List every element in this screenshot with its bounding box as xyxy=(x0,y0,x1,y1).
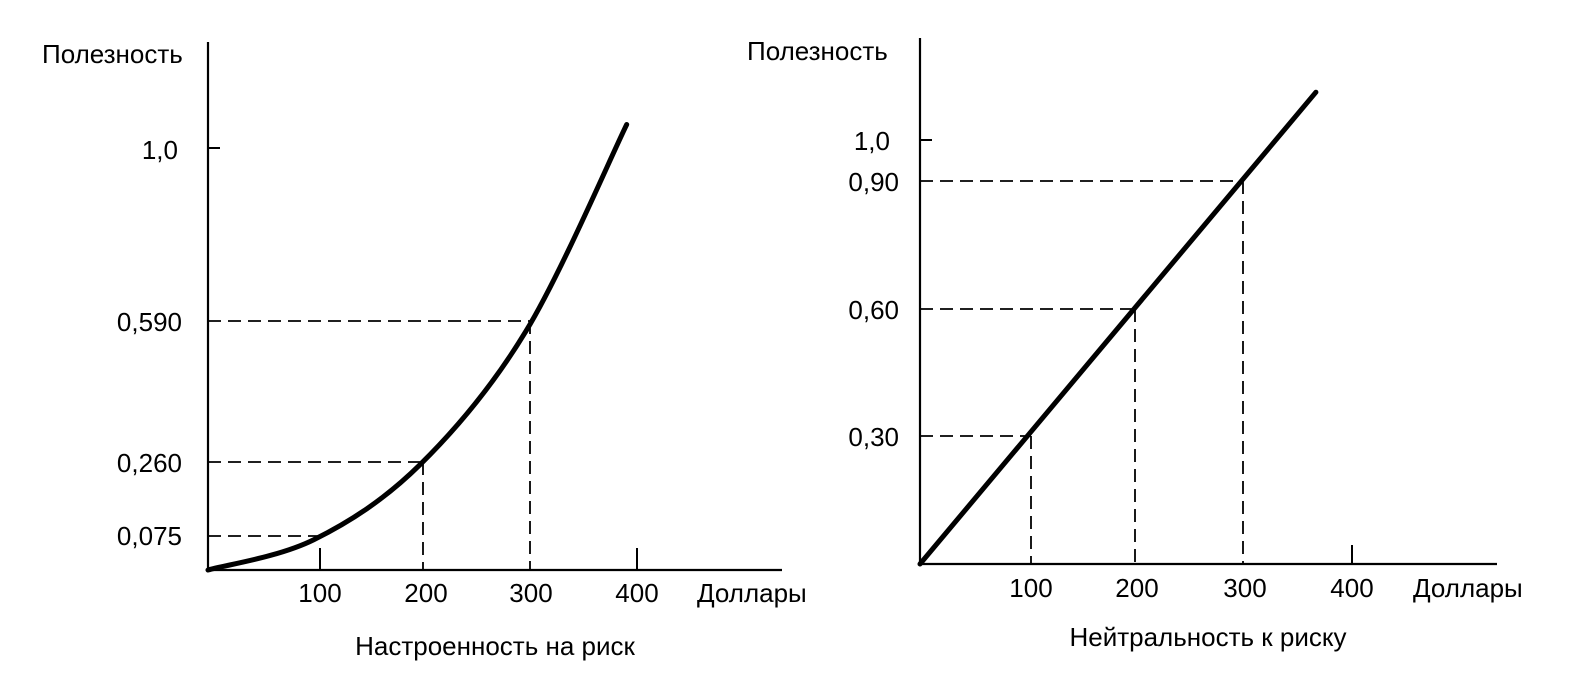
right-x-tick-label-100: 100 xyxy=(1009,573,1052,603)
right-x-tick-label-300: 300 xyxy=(1223,573,1266,603)
right-x-tick-label-400: 400 xyxy=(1330,573,1373,603)
left-x-tick-label-400: 400 xyxy=(615,578,658,608)
left-y-tick-label-0075: 0,075 xyxy=(117,521,182,551)
left-y-tick-label-10: 1,0 xyxy=(142,135,178,165)
right-chart-title: Нейтральность к риску xyxy=(1069,622,1346,652)
right-x-axis-label: Доллары xyxy=(1413,573,1523,603)
left-x-tick-label-200: 200 xyxy=(404,578,447,608)
right-y-tick-label-10: 1,0 xyxy=(854,126,890,156)
right-y-tick-label-030: 0,30 xyxy=(848,422,899,452)
left-utility-curve xyxy=(205,122,630,573)
chart-risk-seeking: Полезность Доллары Настроенность на риск… xyxy=(42,39,807,661)
right-x-tick-label-200: 200 xyxy=(1115,573,1158,603)
right-y-tick-label-060: 0,60 xyxy=(848,295,899,325)
left-y-tick-label-0590: 0,590 xyxy=(117,307,182,337)
left-x-tick-label-300: 300 xyxy=(509,578,552,608)
left-x-tick-label-100: 100 xyxy=(298,578,341,608)
right-y-axis-label: Полезность xyxy=(747,36,888,66)
left-y-axis-label: Полезность xyxy=(42,39,183,69)
left-y-tick-label-0260: 0,260 xyxy=(117,448,182,478)
left-x-axis-label: Доллары xyxy=(697,578,807,608)
right-y-tick-label-090: 0,90 xyxy=(848,167,899,197)
right-utility-line xyxy=(917,89,1319,567)
left-chart-title: Настроенность на риск xyxy=(355,631,635,661)
chart-risk-neutral: Полезность Доллары Нейтральность к риску… xyxy=(747,36,1523,652)
